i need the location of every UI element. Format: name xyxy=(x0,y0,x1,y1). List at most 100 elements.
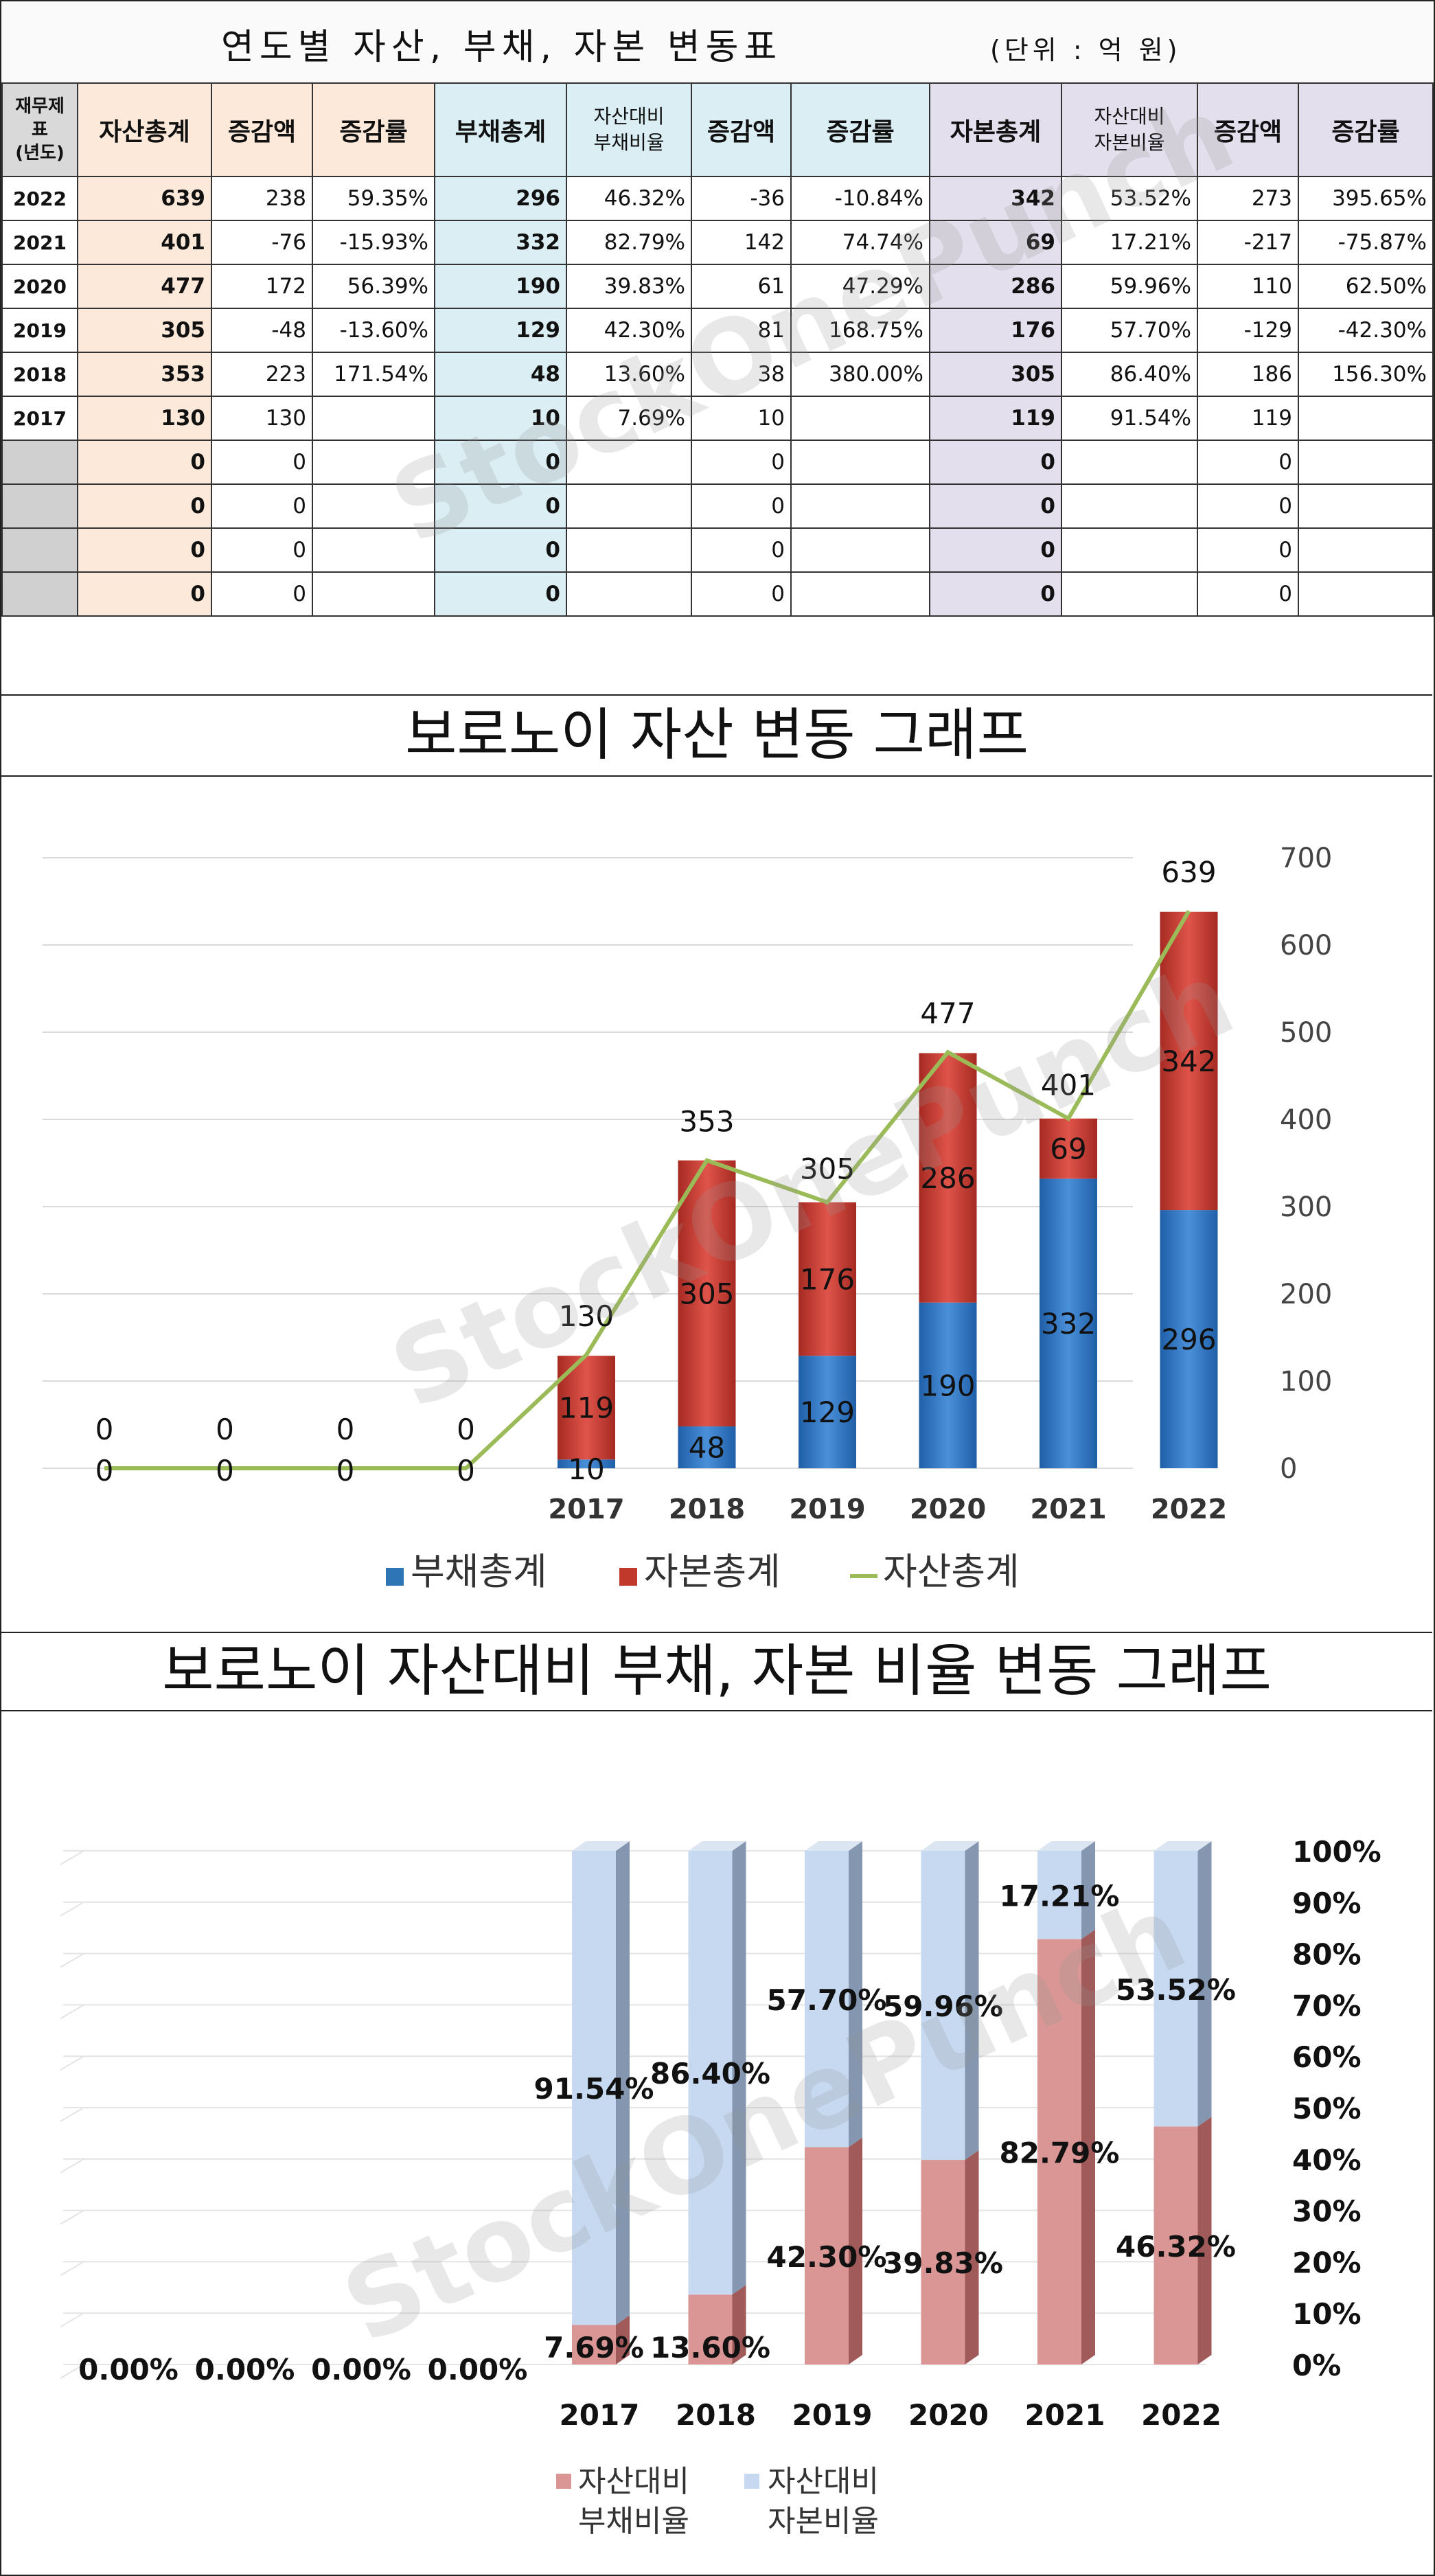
cell-assets-change: 0 xyxy=(211,571,313,617)
header-assets-change: 증감액 xyxy=(211,82,313,177)
y-tick-label: 0% xyxy=(1292,2349,1341,2382)
cell-assets-change: 172 xyxy=(211,264,313,309)
y-tick-label: 300 xyxy=(1280,1192,1332,1223)
y-tick-label: 80% xyxy=(1292,1938,1362,1972)
cell-capital-ratio: 17.21% xyxy=(1061,220,1198,265)
label-debt: 190 xyxy=(920,1369,975,1402)
bar-capital-ratio-top xyxy=(921,1841,979,1851)
bar-capital-ratio xyxy=(1037,1851,1081,1939)
cell-debt-rate xyxy=(790,440,930,485)
bar-debt-ratio-side xyxy=(1081,1929,1095,2364)
label-assets: 0 xyxy=(216,1413,234,1446)
ratio-change-chart: 0% 10% 20% 30% 40% 50% 60% 70% 80% 90% 100% 0.00% 0.… xyxy=(60,1835,1381,2539)
cell-debt-ratio xyxy=(566,440,692,485)
label-debt: 296 xyxy=(1161,1323,1216,1356)
cell-capital-change: 186 xyxy=(1197,352,1299,397)
header-capital-rate: 증감률 xyxy=(1298,82,1434,177)
y-tick-label: 200 xyxy=(1280,1279,1332,1310)
x-tick-label: 2022 xyxy=(1141,2398,1221,2432)
cell-year xyxy=(1,571,78,617)
label-capital: 176 xyxy=(800,1262,855,1296)
y-tick-label: 500 xyxy=(1280,1017,1332,1049)
bar-debt xyxy=(1160,1210,1218,1468)
bar-capital xyxy=(1040,1118,1097,1179)
legend-debt-label: 부채총계 xyxy=(411,1550,547,1593)
cell-assets-rate: 171.54% xyxy=(312,352,435,397)
cell-debt: 129 xyxy=(434,308,567,353)
label-debt-ratio: 0.00% xyxy=(195,2353,295,2386)
cell-capital-ratio xyxy=(1061,571,1198,617)
cell-debt-rate xyxy=(790,571,930,617)
cell-assets-change: 0 xyxy=(211,483,313,529)
gridline-depth xyxy=(60,2158,84,2174)
cell-assets: 0 xyxy=(77,483,212,529)
label-assets: 305 xyxy=(800,1152,855,1186)
cell-capital-ratio xyxy=(1061,483,1198,529)
cell-debt-change: 0 xyxy=(691,440,792,485)
bar-debt-ratio-side xyxy=(1197,2117,1212,2364)
cell-debt-ratio: 42.30% xyxy=(566,308,692,353)
table-title-bar: 연도별 자산, 부채, 자본 변동표 (단위 : 억 원) xyxy=(1,1,1432,84)
cell-capital-rate: 62.50% xyxy=(1298,264,1434,309)
y-tick-label: 600 xyxy=(1280,930,1332,961)
label-debt-ratio: 0.00% xyxy=(311,2353,411,2386)
cell-capital-change: 0 xyxy=(1197,483,1299,529)
gridline-depth xyxy=(60,1952,84,1968)
table-unit: (단위 : 억 원) xyxy=(990,35,1182,65)
gridline-depth xyxy=(60,2364,84,2379)
cell-capital-rate xyxy=(1298,571,1434,617)
cell-debt-ratio xyxy=(566,483,692,529)
gridline-depth xyxy=(60,2004,84,2020)
cell-debt-rate xyxy=(790,527,930,573)
label-capital: 286 xyxy=(920,1161,975,1195)
legend-capital-ratio-label-2: 자본비율 xyxy=(768,2504,879,2539)
cell-capital-rate xyxy=(1298,440,1434,485)
header-capital-ratio-label: 자산대비 자본비율 xyxy=(1094,105,1165,154)
cell-assets-rate xyxy=(312,396,435,441)
cell-debt: 0 xyxy=(434,440,567,485)
cell-year: 2020 xyxy=(1,264,78,309)
cell-debt-ratio: 46.32% xyxy=(566,176,692,221)
line-assets xyxy=(104,909,1191,1470)
label-debt: 0 xyxy=(216,1454,234,1488)
cell-debt-rate xyxy=(790,483,930,529)
cell-assets-change: 223 xyxy=(211,352,313,397)
cell-debt-ratio xyxy=(566,527,692,573)
cell-debt-ratio: 7.69% xyxy=(566,396,692,441)
cell-year xyxy=(1,483,78,529)
cell-year xyxy=(1,440,78,485)
cell-assets: 353 xyxy=(77,352,212,397)
x-tick-label: 2019 xyxy=(789,1494,865,1525)
legend-debt-ratio-swatch xyxy=(556,2474,571,2489)
cell-year: 2017 xyxy=(1,396,78,441)
cell-debt-rate: 74.74% xyxy=(790,220,930,265)
legend-debt-ratio-label-1: 자산대비 xyxy=(578,2464,689,2499)
cell-debt-change: 142 xyxy=(691,220,792,265)
label-assets: 477 xyxy=(920,996,975,1030)
bar-capital xyxy=(919,1053,977,1303)
cell-capital-rate xyxy=(1298,527,1434,573)
cell-assets-change: 0 xyxy=(211,527,313,573)
label-capital: 342 xyxy=(1161,1045,1216,1078)
bar-debt-ratio xyxy=(805,2147,849,2364)
bar-capital-ratio xyxy=(805,1851,849,2147)
y-tick-label: 10% xyxy=(1292,2297,1362,2331)
label-assets: 0 xyxy=(457,1413,475,1446)
cell-debt-rate: -10.84% xyxy=(790,176,930,221)
cell-capital-rate xyxy=(1298,396,1434,441)
y-tick-label: 90% xyxy=(1292,1887,1362,1920)
label-assets: 401 xyxy=(1041,1069,1096,1102)
gridline-depth xyxy=(60,1901,84,1917)
y-tick-label: 70% xyxy=(1292,1989,1362,2022)
x-tick-label: 2020 xyxy=(910,1494,986,1525)
cell-capital-change: 0 xyxy=(1197,571,1299,617)
y-tick-label: 0 xyxy=(1280,1453,1297,1485)
cell-debt-rate: 47.29% xyxy=(790,264,930,309)
cell-capital-rate: -42.30% xyxy=(1298,308,1434,353)
gridline-depth xyxy=(60,2261,84,2277)
cell-debt-change: 81 xyxy=(691,308,792,353)
table-row: 2020 477 172 56.39% 190 39.83% 61 47.29% 286 59.9… xyxy=(1,264,1434,309)
bar-debt-ratio xyxy=(921,2160,965,2364)
cell-capital-change: -217 xyxy=(1197,220,1299,265)
